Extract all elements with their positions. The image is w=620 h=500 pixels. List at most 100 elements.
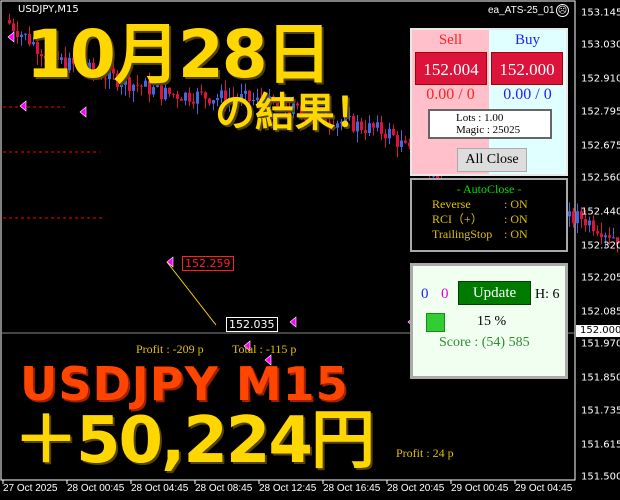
candle — [408, 142, 411, 147]
candle — [360, 121, 363, 131]
candle — [280, 99, 283, 107]
candle — [396, 135, 399, 147]
sell-button[interactable]: 152.004 — [415, 52, 487, 85]
candle — [76, 63, 79, 65]
candle — [144, 80, 147, 87]
candle — [568, 211, 571, 217]
candle — [584, 218, 587, 226]
candle — [64, 57, 67, 71]
candle — [436, 175, 439, 179]
buy-button[interactable]: 152.000 — [491, 52, 563, 85]
candle — [332, 125, 335, 128]
trade-arrow-icon — [289, 316, 297, 328]
sad-face-icon: ☹ — [556, 4, 569, 17]
price-tick: 152.560 — [581, 172, 620, 184]
candle — [592, 220, 595, 232]
price-tick: 153.030 — [581, 39, 620, 51]
price-tick: 153.145 — [581, 7, 620, 19]
time-tick: 28 Oct 04:45 — [131, 483, 189, 494]
candle — [288, 110, 291, 114]
date-overlay: 10月28日 — [26, 16, 332, 93]
candle — [284, 99, 287, 111]
time-tick: 28 Oct 00:45 — [67, 483, 125, 494]
candle — [220, 90, 223, 99]
ea-label: ea_ATS-25_01 — [488, 5, 555, 16]
candle — [84, 68, 87, 71]
candle — [60, 57, 63, 60]
time-tick: 28 Oct 12:45 — [259, 483, 317, 494]
candle — [68, 57, 71, 71]
percent-value: 15 % — [477, 314, 507, 329]
candle — [176, 94, 179, 99]
price-tick: 151.615 — [581, 439, 620, 451]
candle — [124, 77, 127, 85]
candle — [20, 34, 23, 38]
candle — [260, 97, 263, 104]
chart-frame — [0, 0, 576, 481]
candle — [8, 20, 11, 24]
result-overlay: の結果！ — [215, 90, 375, 136]
row-value: : ON — [504, 197, 528, 211]
candle — [348, 115, 351, 117]
row-name: Reverse — [432, 197, 471, 211]
candle — [224, 90, 227, 105]
autoclose-title: - AutoClose - — [456, 182, 522, 196]
candle — [216, 98, 219, 101]
price-tick: 151.850 — [581, 372, 620, 384]
time-tick: 28 Oct 20:45 — [387, 483, 445, 494]
candle — [228, 97, 231, 105]
time-tick: 29 Oct 04:45 — [515, 483, 573, 494]
candle — [264, 103, 267, 112]
price-tick: 152.205 — [581, 272, 620, 284]
candle — [36, 42, 39, 54]
candle — [596, 231, 599, 234]
candle — [572, 211, 575, 224]
candle — [192, 101, 195, 104]
candle — [344, 116, 347, 122]
row-value: : ON — [504, 212, 528, 226]
candle — [364, 130, 367, 134]
update-button[interactable]: Update — [458, 281, 531, 305]
magenta-count: 0 — [441, 286, 449, 302]
total-label: Total : -115 p — [232, 342, 297, 356]
candle — [204, 92, 207, 99]
profit-label: Profit : 24 p — [396, 446, 454, 460]
candle — [152, 87, 155, 95]
candle — [200, 91, 203, 93]
magic-value: Magic : 25025 — [456, 124, 521, 136]
pair-overlay: USDJPY M15 — [20, 357, 349, 411]
candle — [380, 122, 383, 134]
profit-label: Profit : -209 p — [136, 342, 204, 356]
candle — [328, 122, 331, 126]
time-tick: 27 Oct 2025 — [3, 483, 58, 494]
candle — [368, 123, 371, 134]
autoclose-row: TrailingStop: ON — [412, 227, 566, 242]
candle — [164, 87, 167, 100]
candle — [356, 121, 359, 132]
candle — [120, 84, 123, 87]
candle — [588, 220, 591, 226]
autoclose-row: Reverse : ON — [412, 197, 566, 212]
h-value: H: 6 — [535, 287, 560, 302]
price-tick: 152.795 — [581, 106, 620, 118]
lots-magic-box: Lots : 1.00 Magic : 25025 — [428, 109, 552, 139]
candle — [208, 98, 211, 104]
trade-arrow-icon — [243, 340, 251, 352]
candle — [292, 103, 295, 114]
row-value: : ON — [504, 227, 528, 241]
candle — [304, 113, 307, 121]
candle — [600, 233, 603, 238]
price-tick: 151.500 — [581, 471, 620, 483]
candle — [52, 51, 55, 54]
candle — [96, 71, 99, 74]
candle — [324, 110, 327, 123]
candle — [12, 23, 15, 31]
candle — [400, 140, 403, 147]
candle — [268, 96, 271, 112]
sell-position: 0.00 / 0 — [426, 86, 475, 103]
candle — [388, 128, 391, 139]
all-close-button[interactable]: All Close — [457, 148, 527, 172]
row-name: RCI（+） — [432, 212, 483, 226]
candle — [276, 102, 279, 107]
candle — [236, 98, 239, 100]
